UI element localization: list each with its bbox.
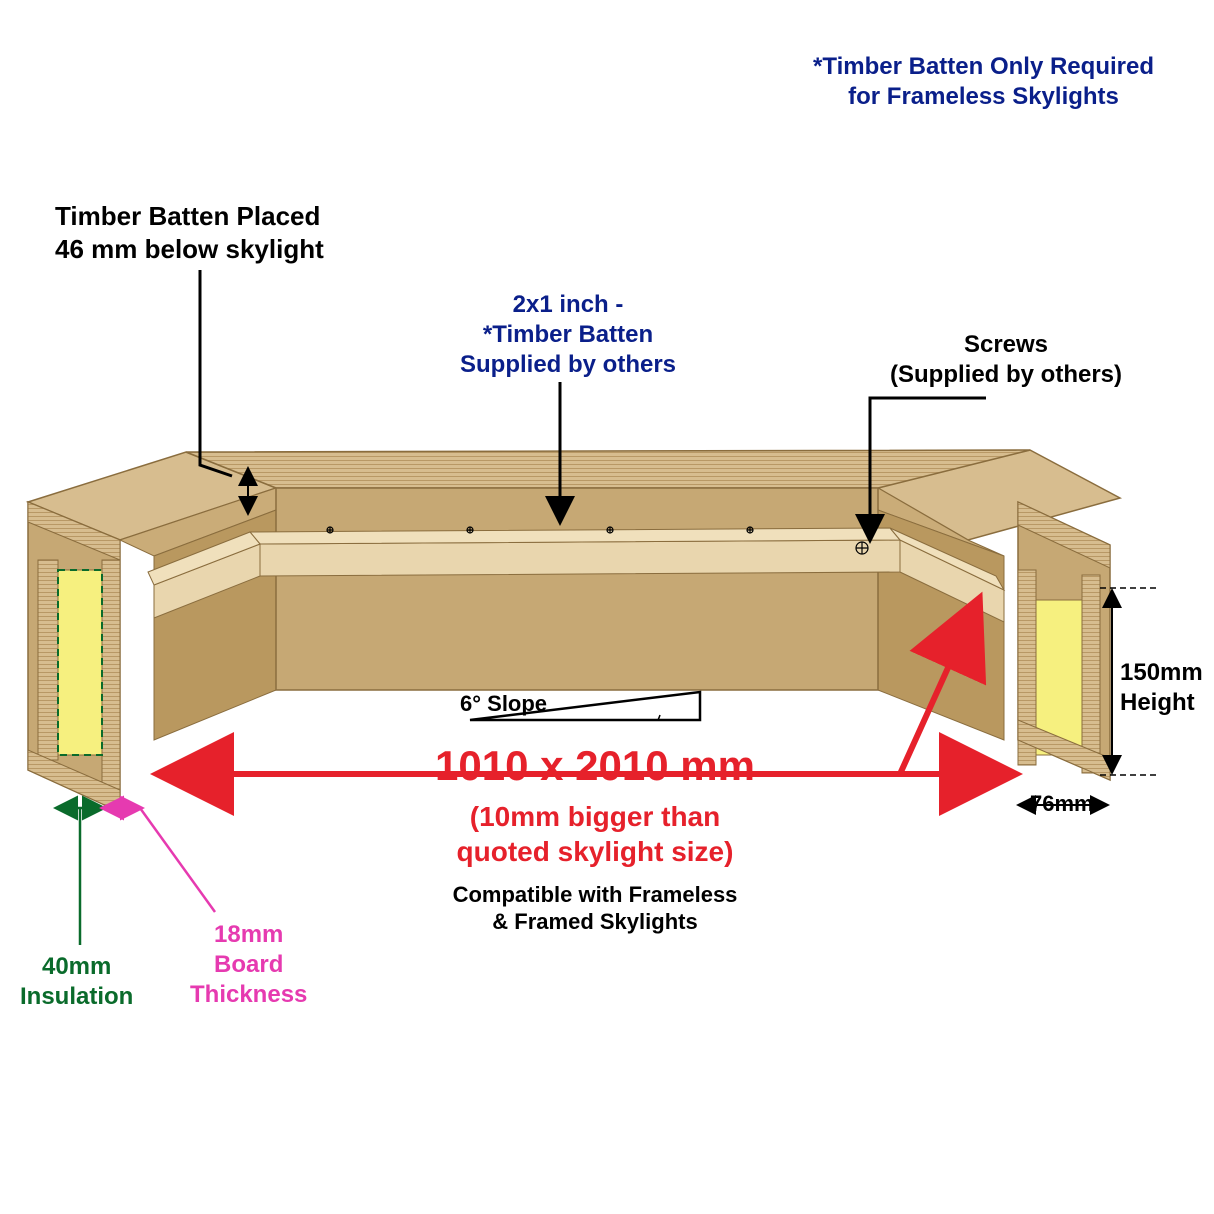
right-inner-face <box>878 510 1004 740</box>
batten-supplied-label: 2x1 inch - *Timber Batten Supplied by ot… <box>460 290 676 380</box>
left-inner-ledge-top <box>120 488 276 556</box>
batten-left-return <box>154 544 260 618</box>
left-insulation <box>58 570 102 755</box>
right-wing-top <box>878 450 1120 540</box>
screws-label: Screws (Supplied by others) <box>890 330 1122 390</box>
back-front-face <box>276 488 878 690</box>
batten-placed-label: Timber Batten Placed 46 mm below skyligh… <box>55 200 324 265</box>
timber-batten-front <box>260 540 900 576</box>
board-thickness-label: 18mm Board Thickness <box>190 920 307 1010</box>
right-inner-ledge-top <box>878 488 1004 556</box>
leader-screws <box>870 398 986 538</box>
skylight-kerb-diagram <box>0 0 1214 1214</box>
left-top-cap <box>28 502 120 560</box>
left-wing-front <box>28 502 120 812</box>
screws <box>327 527 868 554</box>
left-inner-board <box>102 560 120 790</box>
batten-right-return <box>900 540 1004 622</box>
timber-batten-top <box>250 528 900 544</box>
batten-right-return-top <box>890 528 1004 590</box>
batten-left-return-top <box>148 532 260 585</box>
slope-label: 6° Slope <box>460 690 547 718</box>
back-top-face <box>186 450 1030 488</box>
right-insulation <box>1036 600 1082 755</box>
leader-batten-placed <box>200 270 232 476</box>
left-inner-face <box>154 510 276 740</box>
width-76-label: 76mm <box>1030 790 1094 818</box>
left-wing-top <box>28 452 276 540</box>
left-bottom-cap <box>28 750 120 812</box>
left-outer-board <box>38 560 58 760</box>
top-note: *Timber Batten Only Required for Framele… <box>813 52 1154 112</box>
right-bottom-cap <box>1018 720 1110 780</box>
main-dimension: 1010 x 2010 mm (10mm bigger than quoted … <box>330 740 860 936</box>
right-top-cap <box>1018 502 1110 568</box>
height-label: 150mm Height <box>1120 658 1203 718</box>
right-outer-board <box>1018 570 1036 765</box>
insulation-label: 40mm Insulation <box>20 952 133 1012</box>
right-inner-board <box>1082 575 1100 773</box>
right-wing-front <box>1018 502 1110 780</box>
